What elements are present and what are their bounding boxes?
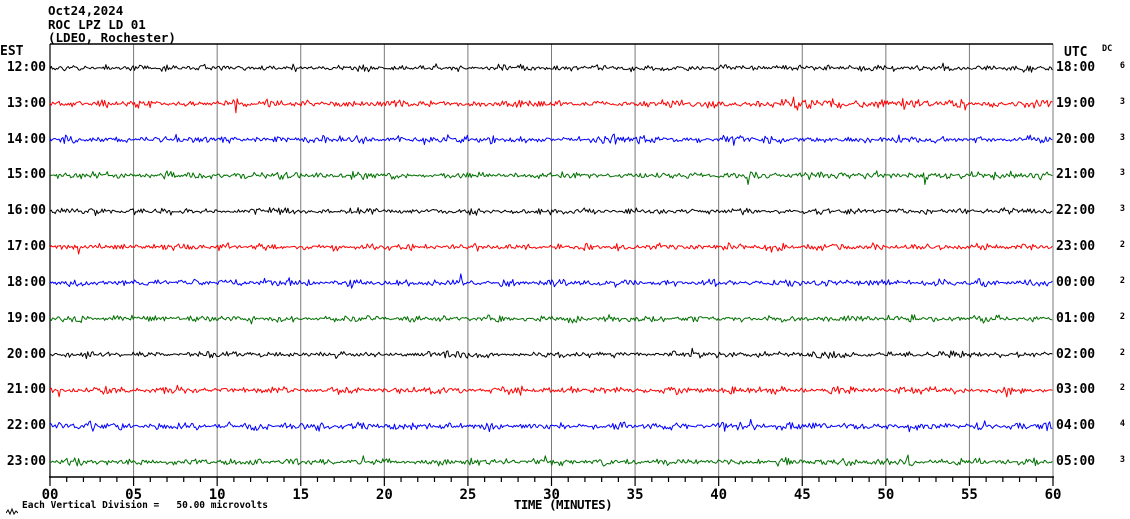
dc-value-15:00: 3 bbox=[1119, 168, 1125, 179]
x-tick-label-10: 10 bbox=[209, 487, 226, 503]
dc-value-17:00: 2 bbox=[1119, 240, 1125, 251]
trace-21:00 bbox=[49, 384, 1053, 398]
right-axis-label: UTC bbox=[1064, 45, 1088, 60]
utc-time-label-18:00: 18:00 bbox=[1056, 60, 1096, 75]
trace-18:00 bbox=[49, 273, 1053, 289]
trace-23:00 bbox=[50, 454, 1053, 467]
est-time-label-13:00: 13:00 bbox=[6, 95, 46, 111]
utc-time-label-00:00: 00:00 bbox=[1056, 274, 1096, 290]
utc-time-label-23:00: 23:00 bbox=[1056, 239, 1096, 255]
x-tick-label-50: 50 bbox=[877, 487, 894, 503]
est-time-label-20:00: 20:00 bbox=[6, 346, 46, 362]
header-location: (LDEO, Rochester) bbox=[48, 30, 176, 45]
utc-time-label-03:00: 03:00 bbox=[1056, 382, 1096, 398]
dc-value-14:00: 3 bbox=[1119, 132, 1125, 143]
trace-13:00 bbox=[49, 96, 1053, 114]
dc-column-label: DC bbox=[1102, 44, 1113, 54]
x-tick-label-25: 25 bbox=[459, 487, 476, 503]
est-time-label-12:00: 12:00 bbox=[6, 60, 46, 75]
x-tick-label-30: 30 bbox=[543, 487, 560, 503]
utc-time-label-01:00: 01:00 bbox=[1056, 310, 1096, 326]
x-axis-title: TIME (MINUTES) bbox=[513, 497, 613, 512]
left-axis-label: EST bbox=[0, 44, 24, 59]
est-time-label-22:00: 22:00 bbox=[6, 418, 46, 434]
x-tick-label-35: 35 bbox=[627, 487, 644, 503]
x-tick-label-05: 05 bbox=[125, 487, 142, 503]
dc-value-19:00: 2 bbox=[1119, 311, 1125, 322]
utc-time-label-04:00: 04:00 bbox=[1056, 418, 1096, 434]
header-date: Oct24,2024 bbox=[48, 3, 124, 18]
utc-time-label-02:00: 02:00 bbox=[1056, 346, 1096, 362]
trace-22:00 bbox=[49, 418, 1053, 433]
est-time-label-14:00: 14:00 bbox=[6, 131, 46, 147]
dc-value-12:00: 6 bbox=[1119, 61, 1125, 71]
x-tick-label-60: 60 bbox=[1045, 487, 1062, 503]
dc-value-13:00: 3 bbox=[1119, 96, 1125, 107]
est-time-label-16:00: 16:00 bbox=[6, 203, 46, 219]
dc-value-16:00: 3 bbox=[1119, 204, 1125, 215]
est-time-label-18:00: 18:00 bbox=[6, 274, 46, 290]
utc-time-label-22:00: 22:00 bbox=[1056, 203, 1096, 219]
trace-16:00 bbox=[49, 207, 1053, 217]
x-tick-label-20: 20 bbox=[376, 487, 393, 503]
est-time-label-21:00: 21:00 bbox=[6, 382, 46, 398]
utc-time-label-21:00: 21:00 bbox=[1056, 167, 1096, 183]
x-tick-label-00: 00 bbox=[42, 487, 59, 503]
trace-19:00 bbox=[49, 314, 1053, 325]
x-tick-label-45: 45 bbox=[794, 487, 811, 503]
scale-glyph-icon bbox=[5, 501, 19, 519]
est-time-label-17:00: 17:00 bbox=[6, 239, 46, 255]
est-time-label-19:00: 19:00 bbox=[6, 310, 46, 326]
trace-15:00 bbox=[49, 170, 1053, 185]
est-time-label-23:00: 23:00 bbox=[6, 454, 46, 469]
trace-17:00 bbox=[49, 242, 1053, 255]
utc-time-label-20:00: 20:00 bbox=[1056, 131, 1096, 147]
header-station: ROC LPZ LD 01 bbox=[48, 16, 146, 32]
x-tick-label-55: 55 bbox=[961, 487, 978, 503]
dc-value-20:00: 2 bbox=[1119, 347, 1125, 358]
utc-time-label-19:00: 19:00 bbox=[1056, 95, 1096, 111]
dc-value-23:00: 3 bbox=[1119, 455, 1125, 465]
trace-14:00 bbox=[49, 133, 1053, 146]
plot-header: Oct24,2024 ROC LPZ LD 01 (LDEO, Rocheste… bbox=[48, 4, 176, 45]
trace-20:00 bbox=[49, 347, 1053, 360]
scale-note: Each Vertical Division = 50.00 microvolt… bbox=[22, 500, 268, 511]
dc-value-18:00: 2 bbox=[1119, 275, 1125, 286]
x-tick-label-40: 40 bbox=[710, 487, 727, 503]
dc-value-21:00: 2 bbox=[1119, 383, 1125, 394]
utc-time-label-05:00: 05:00 bbox=[1056, 454, 1096, 469]
trace-12:00 bbox=[49, 62, 1053, 73]
est-time-label-15:00: 15:00 bbox=[6, 167, 46, 183]
dc-value-22:00: 4 bbox=[1119, 419, 1125, 430]
x-tick-label-15: 15 bbox=[292, 487, 309, 503]
